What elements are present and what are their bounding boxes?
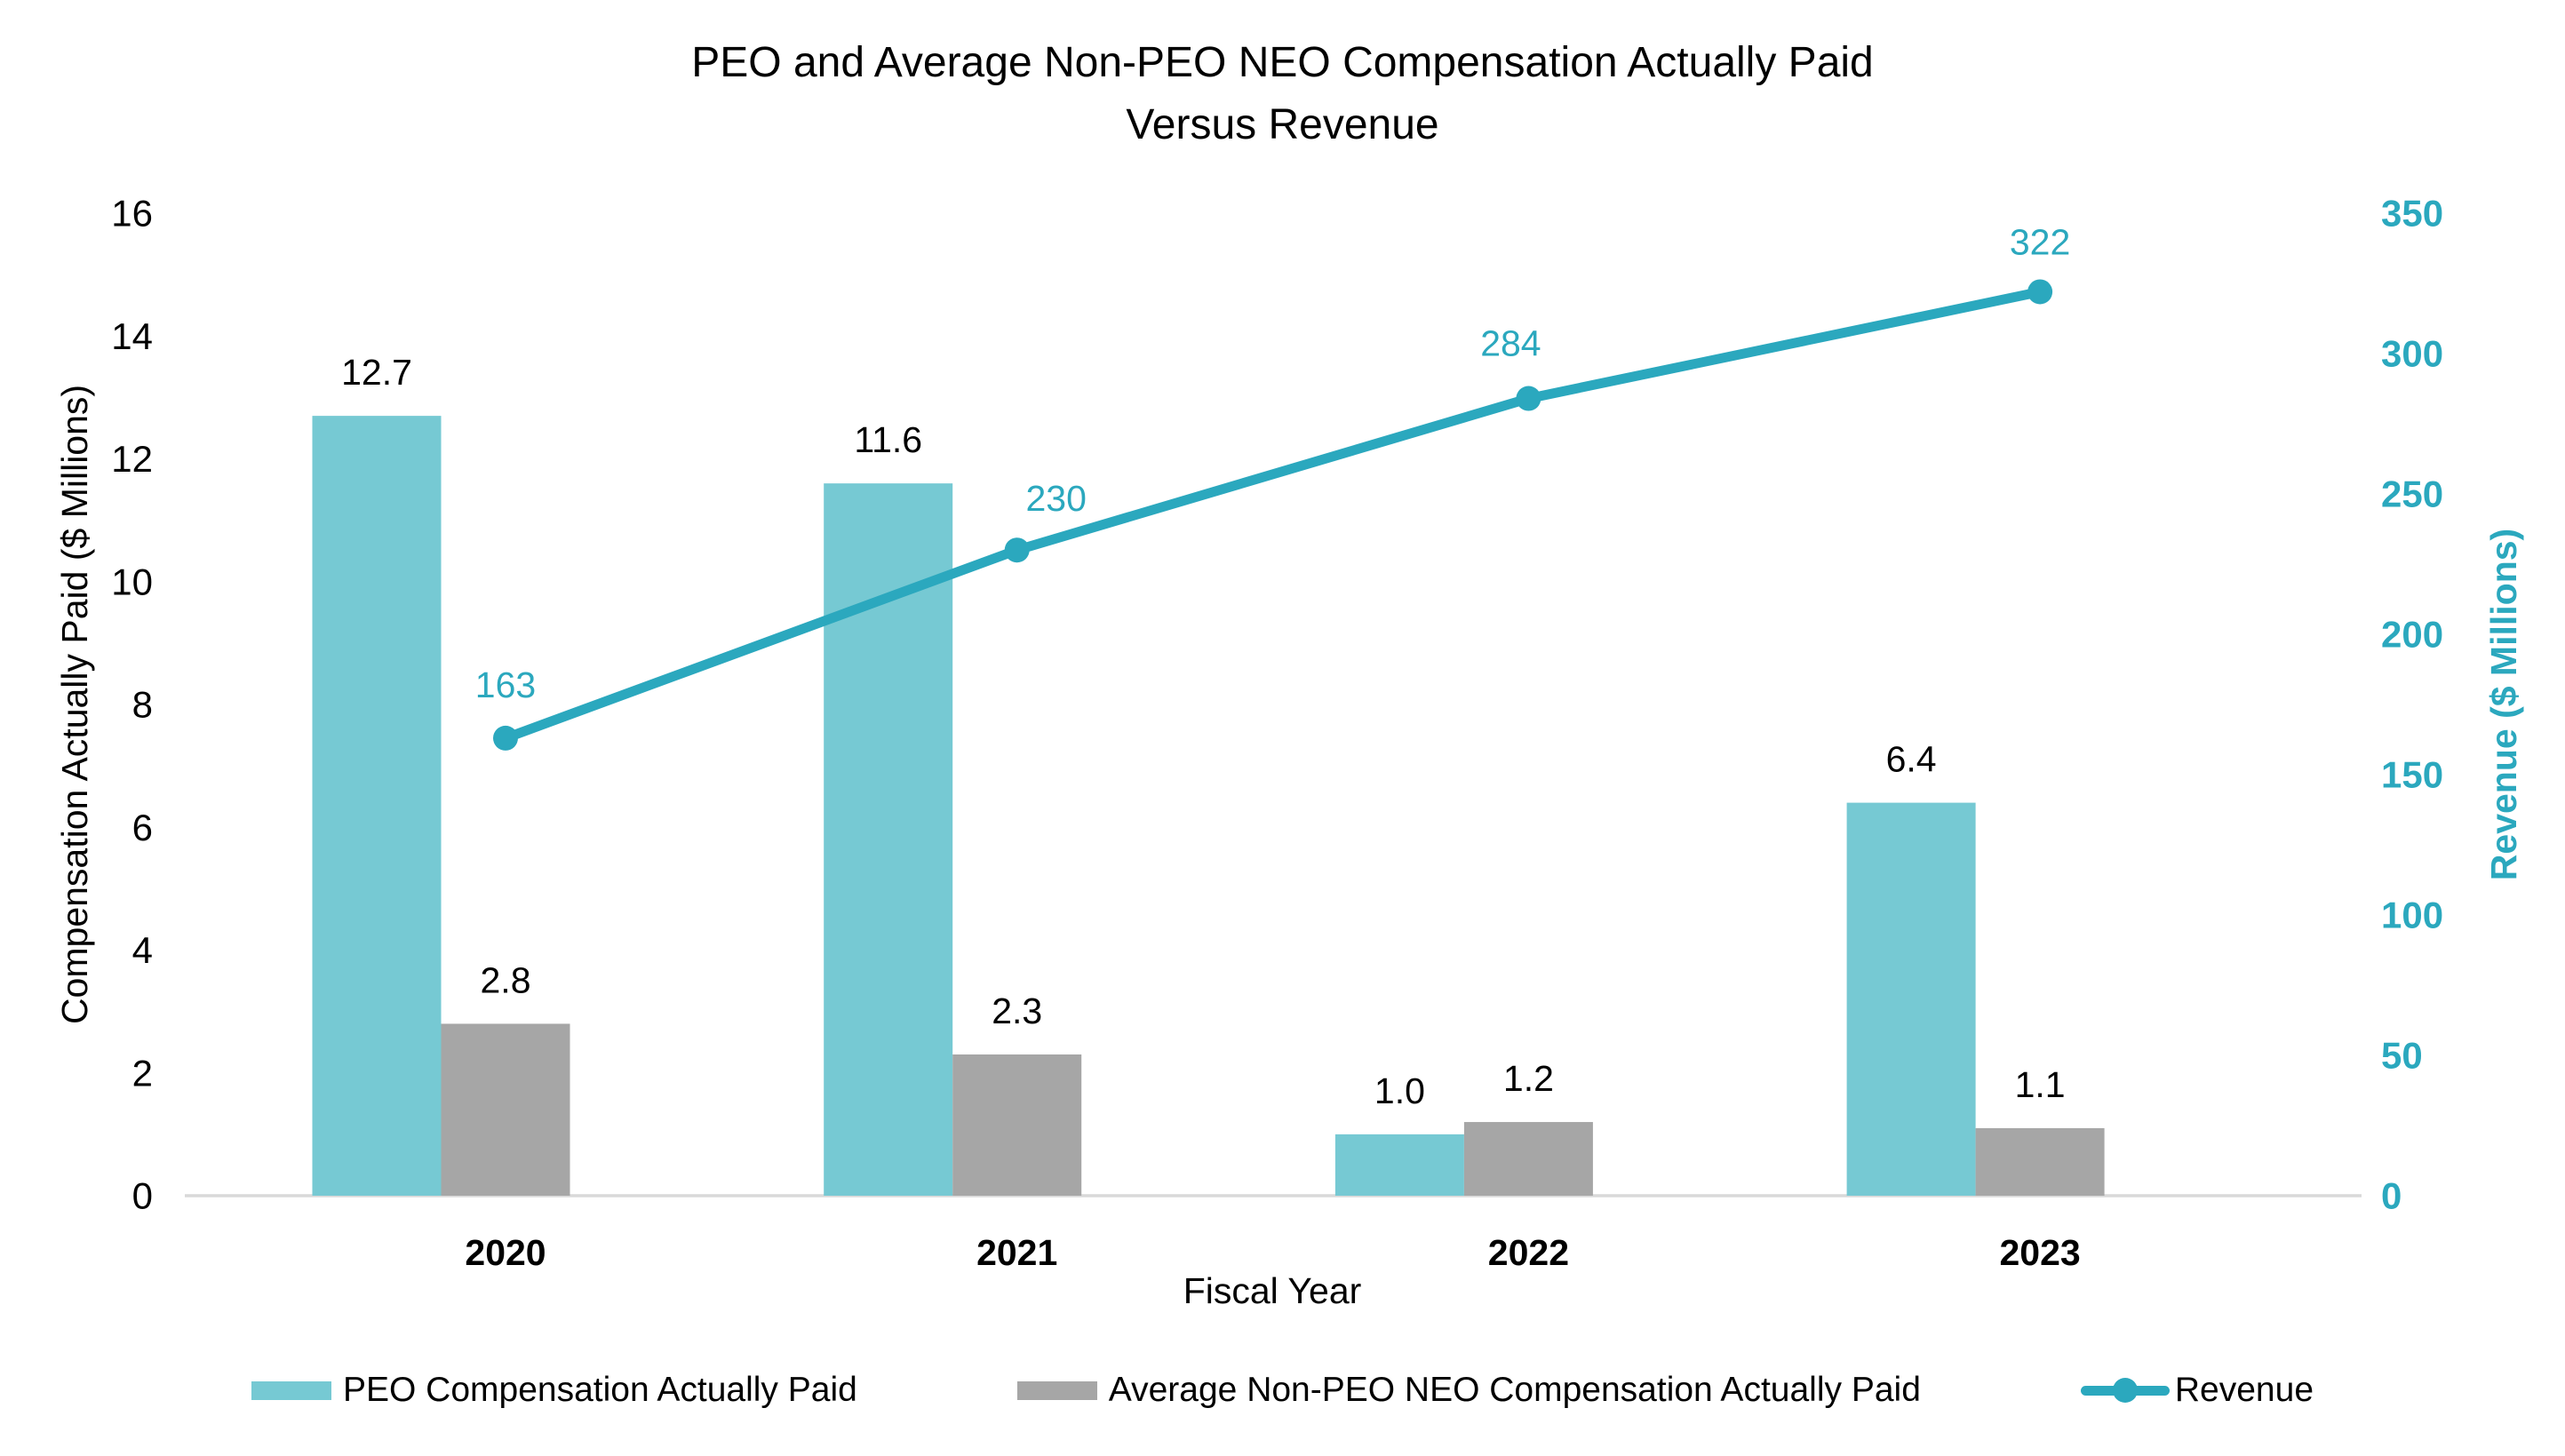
right-axis-tick-100: 100 [2381,895,2443,936]
right-axis-tick-300: 300 [2381,333,2443,375]
x-axis-label-2021: 2021 [976,1232,1057,1273]
nonpeo-bar-swatch-icon [1016,1380,1097,1400]
x-axis-label-2023: 2023 [1999,1232,2080,1273]
legend-item-peo: PEO Compensation Actually Paid [251,1371,857,1410]
bar-label-peo-2022: 1.0 [1374,1070,1425,1111]
x-axis-label-2022: 2022 [1488,1232,1569,1273]
left-axis-tick-0: 0 [132,1175,153,1217]
bar-nonpeo-2020 [441,1023,570,1196]
legend-item-nonpeo: Average Non-PEO NEO Compensation Actuall… [1016,1371,1921,1410]
revenue-label-2020: 163 [475,664,536,705]
legend-label-peo: PEO Compensation Actually Paid [342,1371,857,1409]
bar-peo-2020 [312,416,442,1196]
bar-label-nonpeo-2022: 1.2 [1503,1058,1554,1099]
left-axis-tick-12: 12 [111,438,153,480]
left-axis-tick-6: 6 [132,807,153,848]
bar-label-peo-2020: 12.7 [341,352,412,393]
chart-title: PEO and Average Non-PEO NEO Compensation… [691,39,1874,148]
bar-peo-2022 [1334,1134,1464,1196]
revenue-marker-2022 [1516,386,1541,411]
revenue-marker-2023 [2027,279,2053,305]
left-axis-tick-14: 14 [111,315,153,357]
revenue-label-2021: 230 [1025,478,1086,519]
legend-label-nonpeo: Average Non-PEO NEO Compensation Actuall… [1108,1371,1921,1409]
right-axis-tick-50: 50 [2381,1035,2423,1077]
bar-nonpeo-2023 [1975,1127,2105,1196]
revenue-marker-icon [2112,1377,2138,1403]
revenue-label-2023: 322 [2010,221,2070,262]
legend: PEO Compensation Actually Paid Average N… [0,1371,2565,1410]
bar-label-nonpeo-2023: 1.1 [2015,1064,2066,1105]
bar-label-peo-2021: 11.6 [854,419,922,460]
left-axis-tick-10: 10 [111,561,153,602]
bar-label-peo-2023: 6.4 [1886,739,1937,780]
right-axis-tick-200: 200 [2381,614,2443,656]
revenue-label-2022: 284 [1480,323,1541,364]
bar-nonpeo-2022 [1463,1122,1593,1196]
x-axis-label-2020: 2020 [465,1232,546,1273]
left-axis-tick-16: 16 [111,193,153,235]
right-axis-title: Revenue ($ Millions) [2483,529,2524,880]
x-axis-title: Fiscal Year [1183,1270,1362,1311]
legend-label-revenue: Revenue [2174,1371,2314,1409]
peo-bar-swatch-icon [251,1380,331,1400]
revenue-line [500,286,2045,744]
left-axis-title: Compensation Actually Paid ($ Millions) [54,385,95,1024]
right-axis-tick-350: 350 [2381,193,2443,235]
bar-peo-2021 [824,483,953,1196]
bar-nonpeo-2021 [952,1054,1082,1196]
right-axis-tick-0: 0 [2381,1175,2402,1217]
bar-label-nonpeo-2021: 2.3 [992,991,1042,1031]
left-axis-tick-8: 8 [132,684,153,726]
left-axis-tick-2: 2 [132,1052,153,1094]
revenue-line-swatch-icon [2080,1377,2170,1403]
revenue-marker-2020 [493,725,518,751]
bar-label-nonpeo-2020: 2.8 [481,959,531,1000]
legend-item-revenue: Revenue [2080,1371,2314,1410]
right-axis-tick-250: 250 [2381,473,2443,515]
revenue-marker-2021 [1004,537,1030,563]
right-axis-tick-150: 150 [2381,754,2443,796]
bar-peo-2023 [1846,802,1976,1196]
left-axis-tick-4: 4 [132,929,153,971]
